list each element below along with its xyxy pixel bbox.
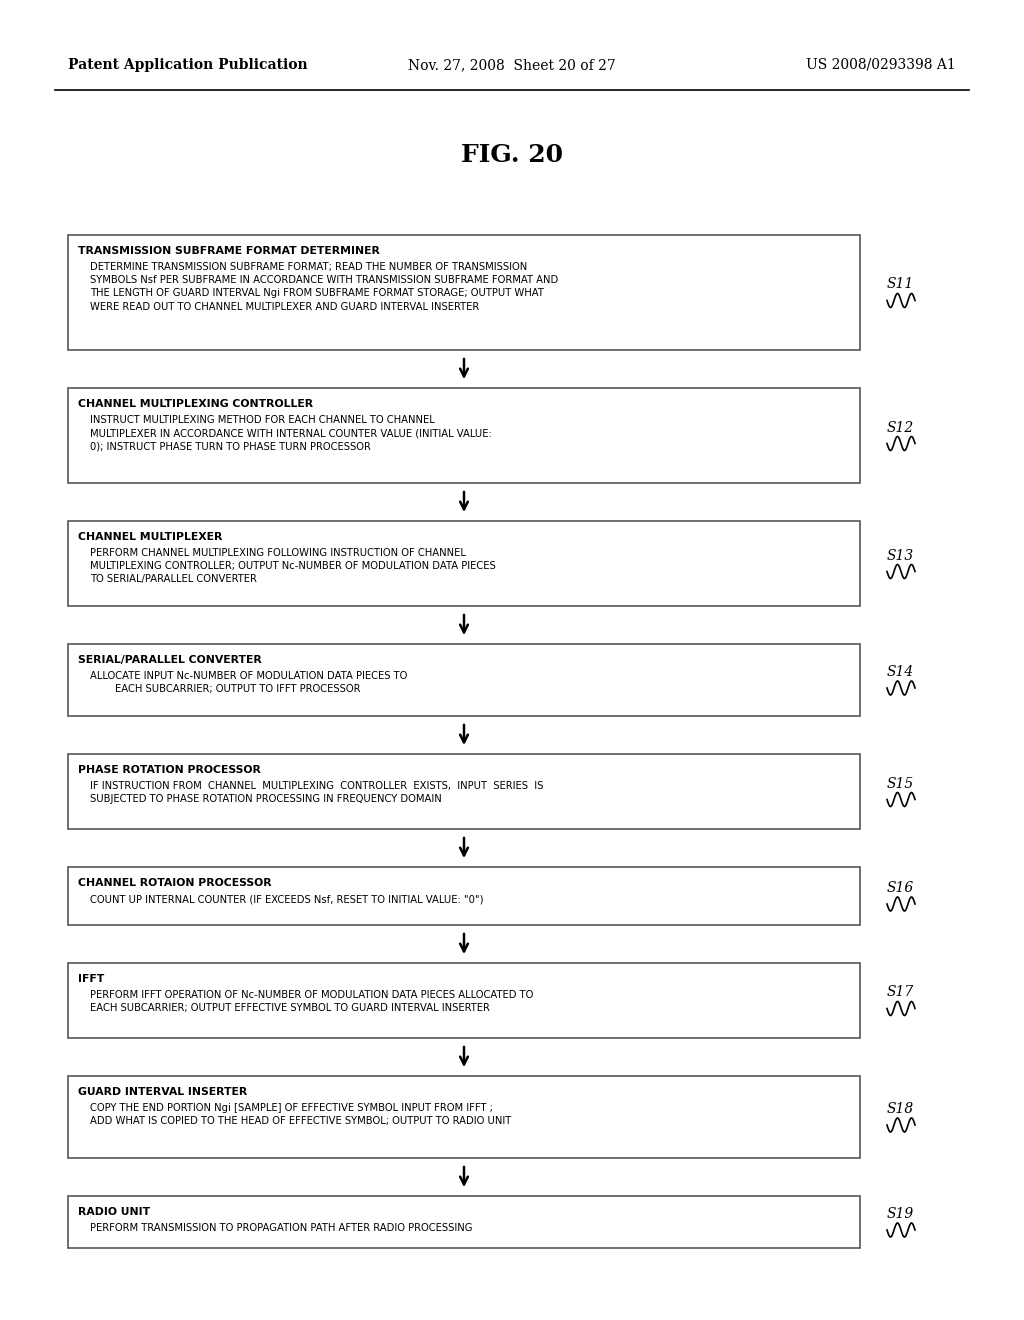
Bar xyxy=(68,388,860,483)
Bar xyxy=(68,754,860,829)
Text: CHANNEL MULTIPLEXER: CHANNEL MULTIPLEXER xyxy=(78,532,222,543)
Text: Nov. 27, 2008  Sheet 20 of 27: Nov. 27, 2008 Sheet 20 of 27 xyxy=(409,58,615,73)
Text: S17: S17 xyxy=(887,986,914,999)
Text: SERIAL/PARALLEL CONVERTER: SERIAL/PARALLEL CONVERTER xyxy=(78,655,262,665)
Text: S19: S19 xyxy=(887,1206,914,1221)
Text: PHASE ROTATION PROCESSOR: PHASE ROTATION PROCESSOR xyxy=(78,766,261,775)
Text: S18: S18 xyxy=(887,1102,914,1115)
Text: IF INSTRUCTION FROM  CHANNEL  MULTIPLEXING  CONTROLLER  EXISTS,  INPUT  SERIES  : IF INSTRUCTION FROM CHANNEL MULTIPLEXING… xyxy=(90,781,544,804)
Bar xyxy=(68,644,860,715)
Text: GUARD INTERVAL INSERTER: GUARD INTERVAL INSERTER xyxy=(78,1086,247,1097)
Bar xyxy=(68,1196,860,1247)
Bar xyxy=(68,521,860,606)
Text: S12: S12 xyxy=(887,421,914,434)
Text: S15: S15 xyxy=(887,776,914,791)
Text: S16: S16 xyxy=(887,880,914,895)
Text: COPY THE END PORTION Ngi [SAMPLE] OF EFFECTIVE SYMBOL INPUT FROM IFFT ;
ADD WHAT: COPY THE END PORTION Ngi [SAMPLE] OF EFF… xyxy=(90,1104,511,1126)
Bar xyxy=(68,1076,860,1158)
Text: S13: S13 xyxy=(887,549,914,562)
Bar xyxy=(68,235,860,350)
Text: COUNT UP INTERNAL COUNTER (IF EXCEEDS Nsf, RESET TO INITIAL VALUE: "0"): COUNT UP INTERNAL COUNTER (IF EXCEEDS Ns… xyxy=(90,894,483,904)
Text: RADIO UNIT: RADIO UNIT xyxy=(78,1206,151,1217)
Text: US 2008/0293398 A1: US 2008/0293398 A1 xyxy=(806,58,956,73)
Text: CHANNEL ROTAION PROCESSOR: CHANNEL ROTAION PROCESSOR xyxy=(78,878,271,888)
Text: CHANNEL MULTIPLEXING CONTROLLER: CHANNEL MULTIPLEXING CONTROLLER xyxy=(78,399,313,409)
Text: INSTRUCT MULTIPLEXING METHOD FOR EACH CHANNEL TO CHANNEL
MULTIPLEXER IN ACCORDAN: INSTRUCT MULTIPLEXING METHOD FOR EACH CH… xyxy=(90,414,492,451)
Text: Patent Application Publication: Patent Application Publication xyxy=(68,58,307,73)
Bar xyxy=(68,867,860,925)
Text: DETERMINE TRANSMISSION SUBFRAME FORMAT; READ THE NUMBER OF TRANSMISSION
SYMBOLS : DETERMINE TRANSMISSION SUBFRAME FORMAT; … xyxy=(90,261,558,312)
Text: PERFORM IFFT OPERATION OF Nc-NUMBER OF MODULATION DATA PIECES ALLOCATED TO
EACH : PERFORM IFFT OPERATION OF Nc-NUMBER OF M… xyxy=(90,990,534,1014)
Text: S11: S11 xyxy=(887,277,914,292)
Text: PERFORM TRANSMISSION TO PROPAGATION PATH AFTER RADIO PROCESSING: PERFORM TRANSMISSION TO PROPAGATION PATH… xyxy=(90,1224,472,1233)
Text: FIG. 20: FIG. 20 xyxy=(461,143,563,168)
Text: ALLOCATE INPUT Nc-NUMBER OF MODULATION DATA PIECES TO
        EACH SUBCARRIER; O: ALLOCATE INPUT Nc-NUMBER OF MODULATION D… xyxy=(90,671,408,694)
Bar xyxy=(68,964,860,1038)
Text: IFFT: IFFT xyxy=(78,974,104,983)
Text: TRANSMISSION SUBFRAME FORMAT DETERMINER: TRANSMISSION SUBFRAME FORMAT DETERMINER xyxy=(78,246,380,256)
Text: S14: S14 xyxy=(887,665,914,678)
Text: PERFORM CHANNEL MULTIPLEXING FOLLOWING INSTRUCTION OF CHANNEL
MULTIPLEXING CONTR: PERFORM CHANNEL MULTIPLEXING FOLLOWING I… xyxy=(90,548,496,585)
